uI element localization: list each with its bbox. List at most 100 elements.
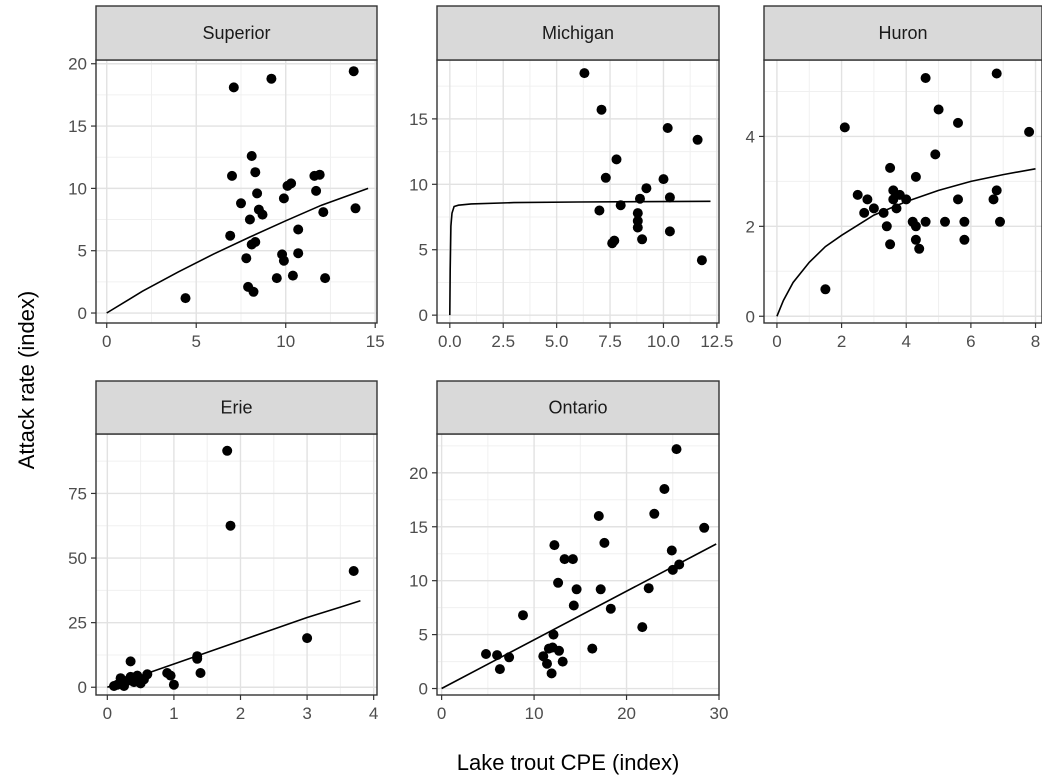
data-point <box>637 622 648 633</box>
grid-lines <box>96 434 377 695</box>
data-point <box>293 224 304 235</box>
data-point <box>933 104 944 115</box>
strip-label: Erie <box>220 398 252 418</box>
y-axis-title: Attack rate (index) <box>14 291 39 470</box>
data-point <box>632 208 643 219</box>
data-point <box>988 194 999 205</box>
strip-background <box>95 380 378 435</box>
data-point <box>596 104 607 115</box>
fitted-curve <box>449 200 711 316</box>
data-point <box>910 234 921 245</box>
data-point <box>195 668 206 678</box>
data-point <box>920 73 931 83</box>
data-point <box>278 193 289 204</box>
y-tick-label: 75 <box>68 484 87 503</box>
data-point <box>696 255 707 266</box>
data-point <box>248 286 259 297</box>
data-point <box>318 207 329 218</box>
data-point <box>142 669 153 680</box>
data-point <box>632 222 643 233</box>
data-point <box>557 656 568 667</box>
panel-ontario: Ontario 0 10 20 30 0 5 10 15 20 <box>409 380 729 723</box>
panel-huron: Huron 0 2 4 6 8 0 2 4 <box>746 5 1042 351</box>
data-point <box>548 629 559 640</box>
data-point <box>659 484 670 494</box>
data-point <box>611 154 622 165</box>
data-point <box>666 545 677 556</box>
data-point <box>579 68 590 79</box>
y-tick-label: 15 <box>409 518 428 537</box>
data-point <box>995 216 1005 227</box>
x-tick-label: 30 <box>710 704 729 723</box>
data-point <box>348 566 359 576</box>
x-tick-label: 2.5 <box>491 332 515 351</box>
data-point <box>910 171 921 182</box>
x-tick-label: 10 <box>525 704 544 723</box>
data-point <box>271 273 282 284</box>
y-tick-label: 20 <box>68 55 87 74</box>
y-tick-label: 25 <box>68 614 87 633</box>
strip-background <box>763 5 1042 61</box>
data-point <box>222 445 233 456</box>
y-tick-label: 10 <box>409 572 428 591</box>
x-tick-label: 3 <box>302 704 311 723</box>
data-point <box>165 670 176 681</box>
strip-background <box>436 5 720 61</box>
data-point <box>538 651 549 662</box>
data-point <box>595 584 606 595</box>
data-point <box>920 216 931 227</box>
y-tick-label: 0 <box>78 304 87 323</box>
x-tick-label: 0 <box>437 704 446 723</box>
data-point <box>658 174 669 185</box>
data-point <box>504 652 515 663</box>
data-point <box>1024 126 1035 137</box>
data-point <box>649 508 660 519</box>
data-point <box>885 162 896 173</box>
data-point <box>568 600 579 611</box>
data-point <box>839 122 850 133</box>
x-tick-label: 10.0 <box>647 332 680 351</box>
data-points <box>109 445 359 691</box>
data-point <box>910 221 921 232</box>
data-point <box>225 230 236 241</box>
x-tick-label: 5 <box>191 332 200 351</box>
y-tick-label: 5 <box>78 242 87 261</box>
data-point <box>227 170 237 181</box>
fitted-curve <box>106 187 369 314</box>
data-point <box>940 216 950 227</box>
x-axis: 0.0 2.5 5.0 7.5 10.0 12.5 <box>438 323 733 351</box>
data-point <box>250 167 261 178</box>
data-point <box>594 205 605 216</box>
y-tick-label: 0 <box>419 680 428 699</box>
data-point <box>671 444 682 455</box>
data-point <box>878 207 889 218</box>
x-tick-label: 7.5 <box>598 332 622 351</box>
data-point <box>881 221 892 232</box>
x-tick-label: 20 <box>617 704 636 723</box>
data-points <box>579 68 707 266</box>
y-tick-label: 15 <box>409 110 428 129</box>
data-point <box>257 209 268 220</box>
x-axis: 0 2 4 6 8 <box>772 323 1040 351</box>
data-point <box>637 234 648 245</box>
x-tick-label: 4 <box>901 332 910 351</box>
data-point <box>180 293 191 304</box>
data-point <box>236 198 246 209</box>
y-axis: 0 25 50 75 <box>68 484 96 697</box>
fitted-curve <box>776 168 1036 317</box>
y-tick-label: 10 <box>68 179 87 198</box>
panel-michigan: Michigan 0.0 2.5 5.0 7.5 10.0 12.5 0 5 10 15 <box>409 5 733 351</box>
data-point <box>244 214 255 225</box>
strip-background <box>436 380 720 435</box>
data-point <box>600 172 611 183</box>
strip-label: Ontario <box>548 398 607 418</box>
data-point <box>225 520 236 531</box>
data-point <box>125 656 136 667</box>
strip-label: Michigan <box>542 23 614 43</box>
y-tick-label: 10 <box>409 175 428 194</box>
x-tick-label: 4 <box>369 704 378 723</box>
panel-erie: Erie 0 1 2 3 4 0 25 50 75 <box>68 380 378 723</box>
data-point <box>250 237 261 247</box>
